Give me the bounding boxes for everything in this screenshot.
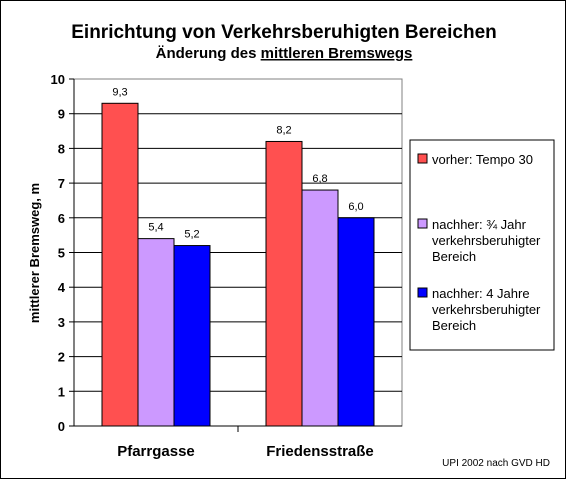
y-tick-label: 8	[58, 141, 65, 156]
y-axis-label: mittlerer Bremsweg, m	[27, 183, 42, 323]
y-tick-label: 5	[58, 246, 65, 261]
bar	[101, 102, 139, 427]
y-tick-label: 0	[58, 419, 65, 434]
chart-subtitle: Änderung des mittleren Bremswegs	[156, 45, 413, 62]
x-category-label: Pfarrgasse	[117, 443, 195, 460]
data-label: 6,0	[348, 201, 363, 213]
y-tick-label: 1	[58, 384, 65, 399]
y-tick-label: 9	[58, 107, 65, 122]
data-label: 6,8	[312, 173, 327, 185]
chart-subtitle-underlined: mittleren Bremswegs	[261, 45, 413, 62]
data-label: 5,2	[184, 229, 199, 241]
data-label: 5,4	[148, 222, 163, 234]
chart-subtitle-prefix: Änderung des	[156, 45, 261, 62]
x-category-label: Friedensstraße	[266, 443, 374, 460]
y-tick-label: 2	[58, 350, 65, 365]
legend-box	[409, 139, 555, 351]
y-tick-label: 3	[58, 315, 65, 330]
y-tick-label: 10	[51, 72, 65, 87]
source-note: UPI 2002 nach GVD HD	[442, 458, 550, 469]
plot-area: 0 1 2 3 4 5 6 7 8 9 10 9,3 5,4 5,2 Pfarrgasse 8,2 6,8 6,0…	[51, 72, 403, 460]
data-label: 9,3	[112, 86, 127, 98]
legend: vorher: Tempo 30 nachher: ¾ Jahr verkehrsb…	[409, 139, 555, 351]
legend-swatch	[417, 153, 428, 164]
bar	[301, 189, 339, 427]
y-tick-label: 6	[58, 211, 65, 226]
bar	[337, 217, 375, 427]
y-tick-label: 7	[58, 176, 65, 191]
legend-swatch	[417, 287, 428, 298]
legend-swatch	[417, 218, 428, 229]
y-tick-label: 4	[58, 280, 66, 295]
bar	[173, 245, 211, 427]
legend-entry: nachher: 4 Jahre verkehrsberuhigter Bereic…	[432, 286, 541, 333]
legend-entry: nachher: ¾ Jahr verkehrsberuhigter Bereich	[432, 217, 541, 264]
legend-entry: vorher: Tempo 30	[432, 152, 533, 167]
chart-title: Einrichtung von Verkehrsberuhigten Berei…	[71, 22, 497, 43]
bar	[265, 140, 303, 427]
bar	[137, 238, 175, 427]
data-label: 8,2	[276, 124, 291, 136]
